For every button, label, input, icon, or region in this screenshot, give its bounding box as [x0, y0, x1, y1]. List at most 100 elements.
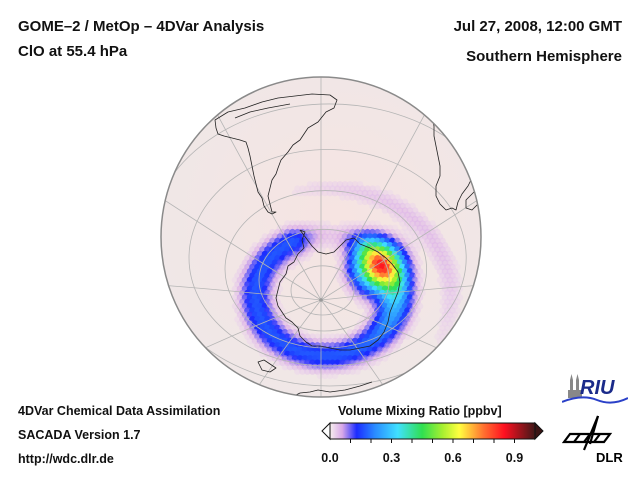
clo-cell	[406, 224, 414, 232]
clo-cell	[331, 189, 339, 197]
clo-field	[231, 181, 464, 380]
colorbar-extend-max	[534, 421, 544, 441]
clo-cell	[369, 359, 376, 367]
colorbar	[321, 421, 544, 443]
clo-cell	[326, 372, 334, 380]
latitude-line	[258, 228, 390, 332]
clo-cell	[319, 246, 326, 253]
clo-cell	[306, 181, 314, 188]
clo-cell	[356, 198, 364, 206]
clo-cell	[326, 189, 334, 197]
clo-cell	[446, 320, 454, 327]
clo-cell	[386, 207, 394, 214]
graticule	[161, 77, 481, 397]
clo-cell	[374, 359, 381, 367]
clo-cell	[321, 242, 329, 249]
clo-cell	[249, 342, 256, 349]
clo-cell	[306, 250, 314, 258]
colorbar-tick-label: 0.0	[321, 451, 339, 465]
clo-cell	[289, 263, 296, 271]
clo-cell	[304, 185, 311, 192]
footer-url-link[interactable]: http://wdc.dlr.de	[18, 452, 114, 466]
colorbar-tick-label: 0.9	[505, 451, 524, 465]
coast-south-america	[214, 93, 338, 215]
clo-cell	[349, 368, 356, 375]
clo-cell	[391, 215, 399, 223]
clo-cell	[299, 254, 306, 262]
clo-cell	[294, 185, 301, 192]
clo-cell	[409, 324, 416, 332]
clo-cell	[314, 368, 321, 375]
coast-south-america-north	[234, 103, 291, 119]
clo-cell	[444, 316, 451, 323]
clo-cell	[439, 324, 446, 332]
clo-cell	[339, 194, 346, 201]
coast-south-pacific-edge	[289, 381, 373, 397]
clo-cell	[414, 316, 421, 323]
species-level-label: ClO at 55.4 hPa	[18, 43, 128, 60]
colorbar-tick-label: 0.6	[444, 451, 462, 465]
clo-cell	[444, 324, 451, 332]
meridian-line	[161, 171, 322, 301]
clo-cell	[309, 368, 316, 375]
clo-cell	[451, 311, 459, 319]
riu-text: RIU	[580, 377, 615, 399]
colorbar-extend-min	[321, 421, 331, 441]
clo-cell	[349, 194, 356, 201]
meridian-line	[205, 93, 322, 301]
clo-cell	[429, 254, 436, 262]
meridian-line	[320, 93, 437, 301]
coast-australia	[257, 359, 277, 373]
footer-version: SACADA Version 1.7	[18, 428, 141, 442]
clo-cell	[361, 198, 369, 206]
clo-cell	[299, 185, 306, 192]
colorbar-bar	[329, 422, 536, 440]
clo-cell	[326, 242, 334, 249]
clo-cell	[436, 320, 444, 327]
clo-cell	[286, 363, 294, 371]
colorbar-tick-label: 0.3	[382, 451, 401, 465]
clo-cell	[376, 355, 384, 362]
clo-cell	[369, 202, 376, 210]
clo-cell	[299, 368, 306, 375]
clo-cell	[379, 202, 386, 210]
clo-cell	[324, 368, 331, 375]
clo-cell	[351, 363, 359, 371]
clo-cell	[239, 324, 246, 332]
clo-cell	[246, 337, 254, 345]
dlr-emblem-icon	[562, 415, 613, 451]
clo-cell	[281, 363, 289, 371]
clo-cell	[441, 320, 449, 327]
clo-cell	[316, 372, 324, 380]
clo-cell	[436, 276, 444, 284]
clo-cell	[454, 307, 461, 314]
latitude-line	[224, 190, 427, 349]
cathedral-icon	[568, 374, 582, 398]
clo-cell	[356, 302, 364, 310]
clo-cell	[399, 220, 406, 227]
clo-cell	[366, 198, 374, 206]
clo-cell	[424, 246, 431, 253]
clo-cell	[431, 259, 439, 267]
dlr-logo: DLR	[562, 415, 623, 465]
clo-cell	[456, 276, 464, 284]
globe-limb	[160, 76, 482, 398]
meridian-line	[320, 279, 481, 301]
clo-cell	[361, 363, 369, 371]
clo-cell	[404, 228, 411, 236]
clo-cell	[426, 250, 434, 258]
clo-cell	[439, 316, 446, 323]
clo-cell	[316, 189, 324, 197]
clo-cell	[411, 320, 419, 327]
clo-cell	[406, 329, 414, 336]
clo-cell	[304, 254, 311, 262]
clo-cell	[409, 228, 416, 236]
meridian-line	[161, 279, 322, 301]
clo-cell	[339, 368, 346, 375]
clo-cell	[321, 189, 329, 197]
clo-cell	[301, 189, 309, 197]
meridian-line	[205, 299, 322, 397]
clo-cell	[381, 207, 389, 214]
clo-cell	[436, 329, 444, 336]
